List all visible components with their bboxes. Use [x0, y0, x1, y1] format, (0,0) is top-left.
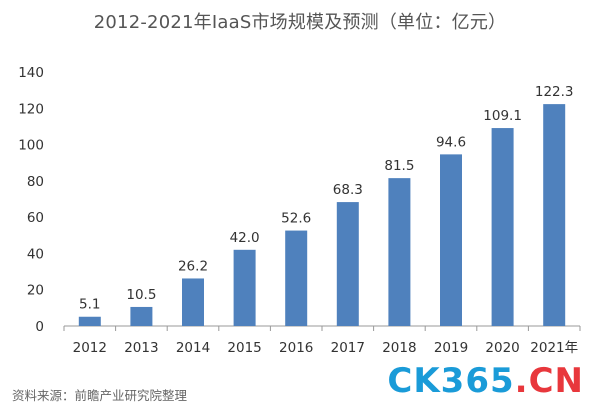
bar	[182, 278, 204, 326]
watermark-part-ck365: CK365	[387, 361, 515, 401]
data-label: 81.5	[384, 158, 414, 174]
x-tick-label: 2016	[279, 340, 313, 356]
bar	[388, 178, 411, 326]
x-tick-label: 2018	[382, 340, 416, 356]
bar	[543, 104, 566, 326]
x-tick-label: 2015	[227, 340, 261, 356]
y-tick-label: 140	[18, 65, 44, 81]
data-label: 68.3	[333, 182, 363, 198]
bar	[336, 202, 359, 326]
data-label: 52.6	[281, 211, 311, 227]
x-tick-label: 2012	[73, 340, 107, 356]
x-tick-label: 2020	[485, 340, 519, 356]
data-label: 5.1	[79, 297, 100, 313]
data-label: 10.5	[126, 287, 156, 303]
x-tick-label: 2019	[434, 340, 468, 356]
bar	[491, 128, 514, 326]
y-tick-label: 40	[27, 246, 44, 262]
watermark-part-cn: CN	[528, 361, 584, 401]
x-tick-label: 2013	[124, 340, 158, 356]
bar	[130, 306, 153, 326]
data-label: 122.3	[535, 84, 574, 100]
chart-title: 2012-2021年IaaS市场规模及预测（单位：亿元）	[93, 12, 507, 33]
bar	[78, 316, 101, 326]
y-tick-label: 80	[27, 174, 44, 190]
x-tick-label: 2017	[331, 340, 365, 356]
data-label: 42.0	[230, 230, 260, 246]
x-tick-label: 2021年	[530, 340, 578, 356]
x-tick-label: 2014	[176, 340, 210, 356]
data-label: 109.1	[483, 108, 522, 124]
bar	[233, 249, 256, 326]
bar	[440, 154, 462, 326]
data-label: 94.6	[436, 134, 466, 150]
y-tick-label: 0	[35, 319, 44, 335]
watermark-part-dot: .	[514, 361, 529, 401]
bar	[285, 230, 308, 326]
watermark-logo: CK365.CN	[387, 364, 584, 398]
y-tick-label: 20	[27, 283, 44, 299]
y-tick-label: 120	[18, 101, 44, 117]
data-label: 26.2	[178, 258, 208, 274]
y-tick-label: 100	[18, 138, 44, 154]
source-note: 资料来源：前瞻产业研究院整理	[12, 388, 188, 403]
y-tick-label: 60	[27, 210, 44, 226]
